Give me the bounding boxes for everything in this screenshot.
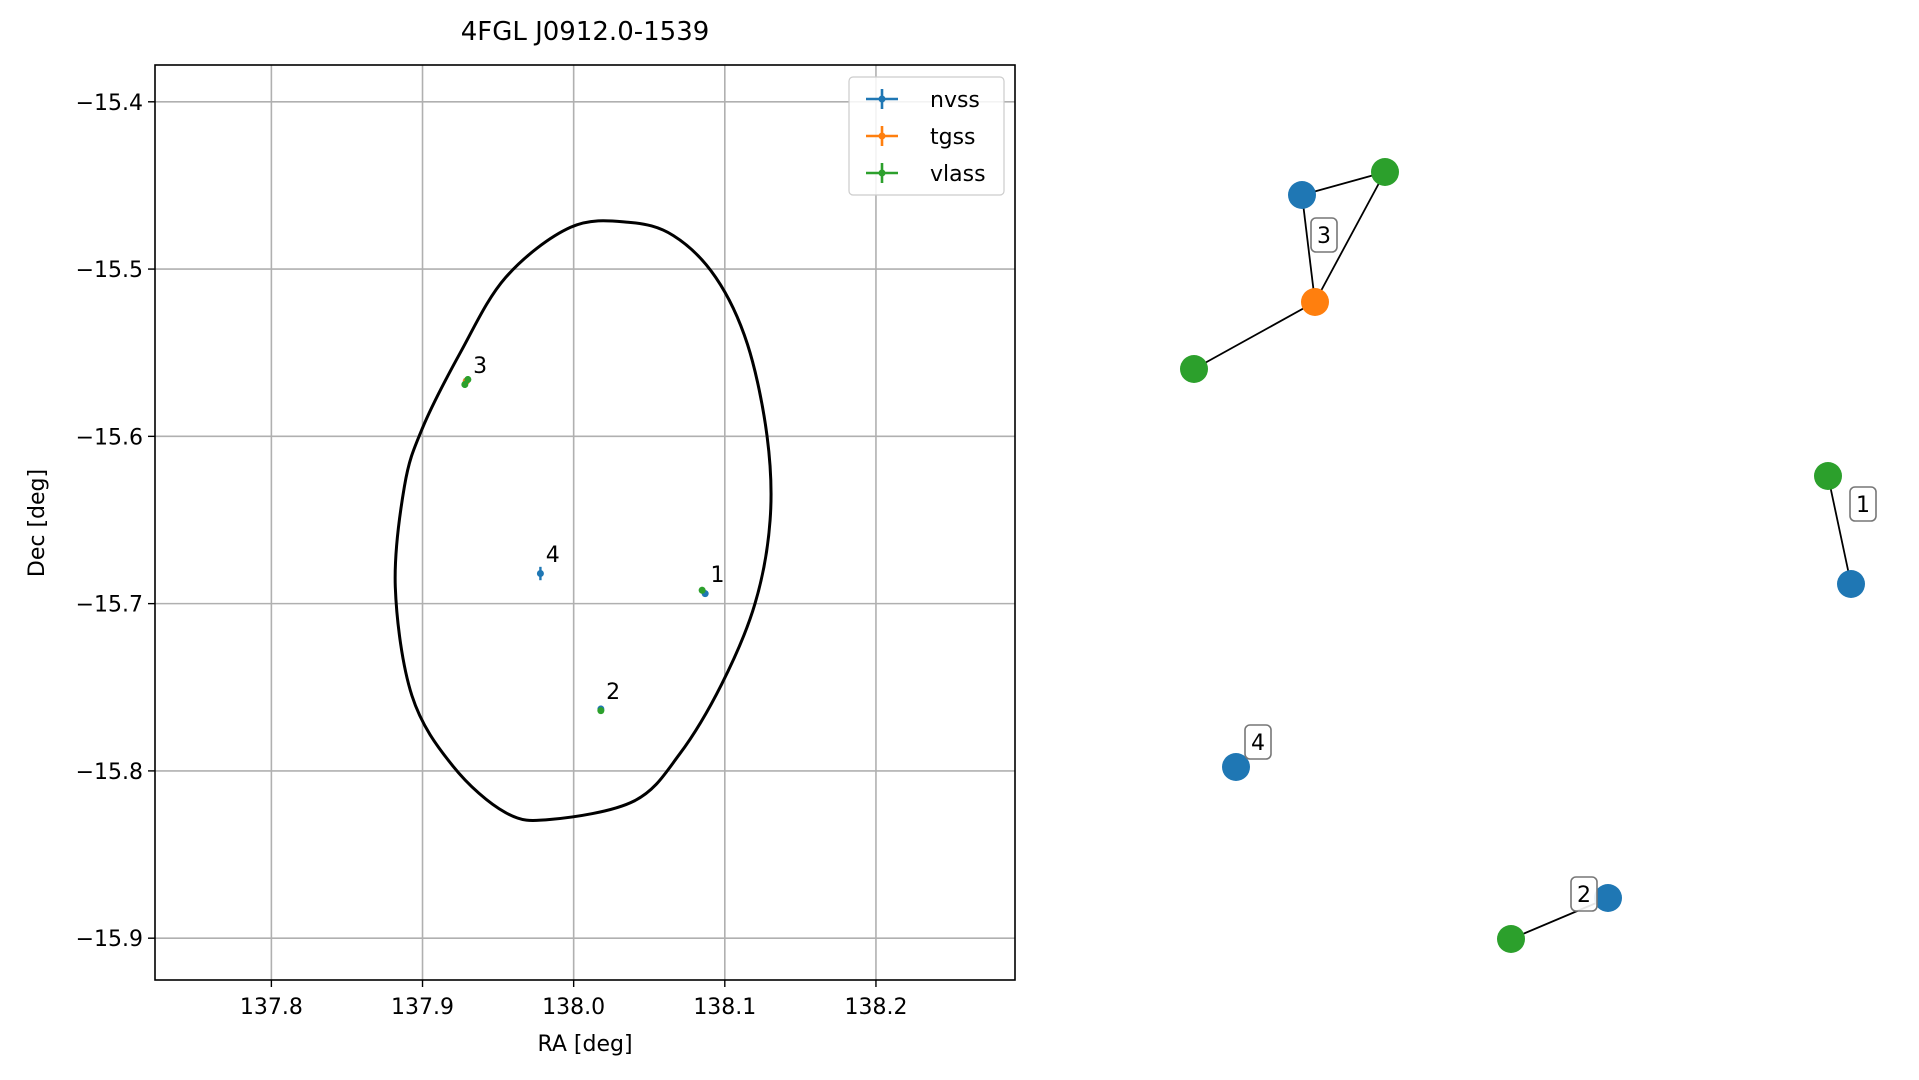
network-node xyxy=(1180,355,1208,383)
network-node xyxy=(1371,158,1399,186)
y-axis-label: Dec [deg] xyxy=(25,469,50,577)
x-tick-label: 137.8 xyxy=(240,995,303,1020)
legend: nvss tgss vlass xyxy=(848,76,1005,196)
legend-label: nvss xyxy=(930,88,980,113)
marker xyxy=(698,586,706,594)
network-edge xyxy=(1301,194,1316,303)
point-annotation: 4 xyxy=(546,543,560,568)
network-edges xyxy=(1193,171,1852,940)
network-node xyxy=(1594,884,1622,912)
legend-marker xyxy=(878,169,886,177)
y-tick-label: −15.4 xyxy=(76,91,143,116)
network-labels: 1 2 3 4 xyxy=(1244,217,1877,912)
point-vlass xyxy=(461,380,469,388)
legend-box xyxy=(848,76,1005,196)
label-box xyxy=(1849,486,1877,522)
point-vlass xyxy=(698,586,706,594)
grid-lines xyxy=(155,65,1015,980)
network-label: 4 xyxy=(1244,724,1272,760)
legend-item-vlass: vlass xyxy=(866,162,986,187)
network-edge xyxy=(1314,171,1386,303)
marker xyxy=(597,707,605,715)
y-tick-label: −15.8 xyxy=(76,760,143,785)
point-annotation: 3 xyxy=(473,354,487,379)
x-tick-label: 138.0 xyxy=(542,995,605,1020)
marker xyxy=(464,375,472,383)
label-box xyxy=(1244,724,1272,760)
legend-label: tgss xyxy=(930,125,976,150)
network-node xyxy=(1837,570,1865,598)
y-tick-label: −15.6 xyxy=(76,425,143,450)
network-node xyxy=(1288,181,1316,209)
point-annotation: 2 xyxy=(606,680,620,705)
x-axis-label: RA [deg] xyxy=(537,1032,632,1057)
network-label: 2 xyxy=(1570,876,1598,912)
label-text: 3 xyxy=(1317,224,1331,249)
network-edge xyxy=(1301,171,1386,196)
point-vlass xyxy=(464,375,472,383)
label-text: 4 xyxy=(1251,731,1265,756)
plot-frame xyxy=(154,64,1016,981)
label-text: 1 xyxy=(1856,493,1870,518)
network-edge xyxy=(1193,301,1316,370)
network-nodes xyxy=(1180,158,1865,953)
point-annotation: 1 xyxy=(710,563,724,588)
label-text: 2 xyxy=(1577,883,1591,908)
legend-marker xyxy=(878,95,886,103)
label-box xyxy=(1570,876,1598,912)
marker xyxy=(461,380,469,388)
legend-label: vlass xyxy=(930,162,986,187)
network-node xyxy=(1301,288,1329,316)
x-ticks: 137.8 137.9 138.0 138.1 138.2 xyxy=(240,980,907,1020)
point-annotations: 1 2 3 4 xyxy=(473,354,724,705)
error-ellipse xyxy=(393,219,773,823)
point-nvss xyxy=(536,566,544,581)
y-ticks: −15.4 −15.5 −15.6 −15.7 −15.8 −15.9 xyxy=(76,91,155,952)
label-box xyxy=(1310,217,1338,253)
network-edge xyxy=(1827,475,1852,585)
x-tick-label: 137.9 xyxy=(391,995,454,1020)
network-panel: 1 2 3 4 xyxy=(1180,158,1877,953)
legend-item-tgss: tgss xyxy=(866,125,976,150)
legend-marker xyxy=(878,132,886,140)
marker xyxy=(536,570,544,578)
network-label: 1 xyxy=(1849,486,1877,522)
chart-title: 4FGL J0912.0-1539 xyxy=(461,17,710,47)
network-label: 3 xyxy=(1310,217,1338,253)
network-node xyxy=(1222,753,1250,781)
y-tick-label: −15.7 xyxy=(76,593,143,618)
network-node xyxy=(1814,462,1842,490)
point-vlass xyxy=(597,707,605,715)
ellipse-path xyxy=(393,219,773,823)
network-node xyxy=(1497,925,1525,953)
legend-items: nvss tgss vlass xyxy=(866,88,986,187)
x-tick-label: 138.2 xyxy=(844,995,907,1020)
x-tick-label: 138.1 xyxy=(693,995,756,1020)
y-tick-label: −15.9 xyxy=(76,927,143,952)
data-points xyxy=(461,375,709,715)
legend-item-nvss: nvss xyxy=(866,88,980,113)
y-tick-label: −15.5 xyxy=(76,258,143,283)
